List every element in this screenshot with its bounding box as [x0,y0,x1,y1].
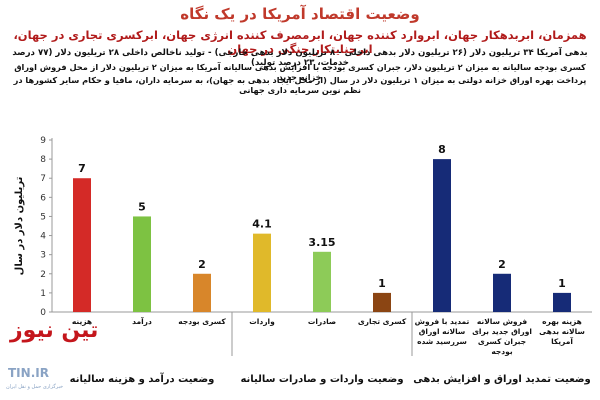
y-tick-label: 9 [40,136,46,146]
chart-title: وضعیت اقتصاد آمریکا در یک نگاه [180,5,420,23]
group-label: وضعیت تمدید اوراق و افزایش بدهی [413,374,590,385]
y-tick-label: 8 [40,155,46,165]
y-tick-label: 1 [40,289,46,299]
data-label: 8 [438,143,446,156]
x-tick-label: فروش سالانه اوراق جدید برای جبران کسری بودج… [472,317,532,356]
group-label: وضعیت واردات و صادرات سالیانه [240,374,403,385]
bar [373,292,391,312]
data-label: 4.1 [252,218,272,231]
y-tick-label: 2 [40,270,46,280]
x-tick-label: کسری تجاری [358,317,407,326]
headline-subtitle: همزمان، ابربدهکار جهان، ابروارد کننده جه… [13,28,587,56]
y-tick-label: 3 [40,251,46,261]
x-tick-label: صادرات [308,317,336,326]
y-tick-label: 4 [40,232,46,242]
y-tick-label: 6 [40,193,46,203]
data-label: 7 [78,162,86,175]
debt-line: بدهی آمریکا ۳۴ تریلیون دلار (۲۶ تریلیون … [12,48,588,68]
x-tick-label: درآمد [132,316,152,326]
bar [73,178,91,312]
x-tick-label: کسری بودجه [178,317,226,326]
data-label: 1 [558,277,566,290]
y-tick-label: 5 [40,212,46,222]
bar [493,273,511,312]
data-label: 2 [198,258,206,271]
y-tick-label: 0 [40,308,46,318]
bar [313,251,331,312]
watermark: TIN.IR [8,366,49,380]
watermark-caption: خبرگزاری حمل و نقل ایران [6,384,64,390]
y-axis-label: تریلیون دلار در سال [14,176,25,275]
brand-logo: تین نیوز [10,318,99,343]
bar [193,273,211,312]
data-label: 3.15 [308,236,335,249]
bar [433,159,451,312]
bar [553,292,571,312]
x-tick-label: واردات [249,317,275,326]
bar [253,233,271,312]
data-label: 5 [138,200,146,213]
x-tick-label: هزینه بهره سالانه بدهی آمریکا [539,317,585,346]
interest-line: پرداخت بهره اوراق خزانه دولتی به میزان ۱… [13,75,587,95]
data-label: 1 [378,277,386,290]
data-label: 2 [498,258,506,271]
bar [133,216,151,312]
deficit-line: کسری بودجه سالیانه به میزان ۲ تریلیون دل… [14,62,586,82]
y-tick-label: 7 [40,174,46,184]
x-tick-label: هزینه [72,317,92,326]
x-tick-label: تمدید با فروش سالانه اوراق سررسید شده [415,317,470,346]
group-label: وضعیت درآمد و هزینه سالیانه [70,372,215,385]
